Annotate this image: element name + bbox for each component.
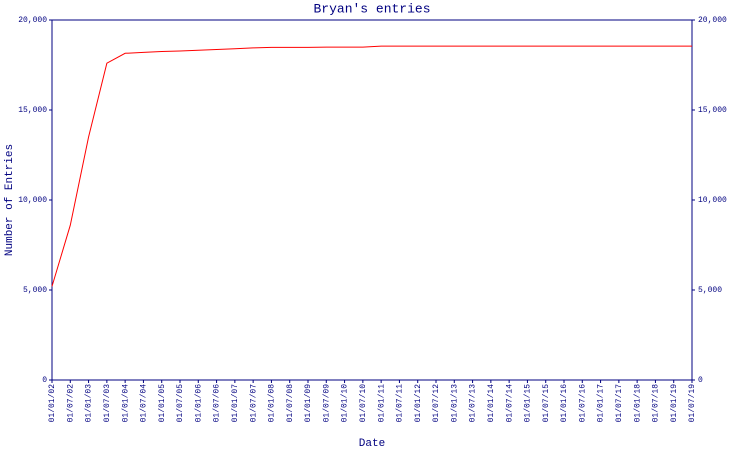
x-tick-label: 01/07/05	[176, 384, 185, 423]
y-tick-label: 20,000	[698, 16, 727, 25]
x-tick-label: 01/01/08	[268, 384, 277, 423]
data-line	[51, 45, 692, 287]
x-tick-label: 01/07/18	[652, 384, 661, 423]
x-tick-label: 01/01/19	[670, 384, 679, 423]
x-tick-label: 01/01/12	[414, 384, 423, 423]
x-tick-label: 01/07/12	[432, 384, 441, 423]
x-tick-label: 01/07/17	[615, 384, 624, 423]
x-tick-label: 01/01/14	[487, 384, 496, 423]
plot-frame	[51, 19, 693, 381]
x-tick-label: 01/07/11	[396, 384, 405, 423]
x-tick-label: 01/07/04	[140, 384, 149, 423]
x-tick-label: 01/07/10	[359, 384, 368, 423]
x-tick-label: 01/01/18	[633, 384, 642, 423]
x-tick-label: 01/07/15	[542, 384, 551, 423]
y-tick-label: 15,000	[698, 106, 727, 115]
x-tick-label: 01/01/15	[524, 384, 533, 423]
x-tick-label: 01/01/09	[304, 384, 313, 423]
x-tick-label: 01/07/03	[103, 384, 112, 423]
x-axis-label: Date	[359, 438, 385, 450]
x-tick-label: 01/07/14	[505, 384, 514, 423]
x-tick-label: 01/01/17	[597, 384, 606, 423]
x-tick-label: 01/01/07	[231, 384, 240, 423]
x-tick-label: 01/01/02	[48, 384, 57, 423]
x-tick-label: 01/07/08	[286, 384, 295, 423]
x-tick-label: 01/01/10	[341, 384, 350, 423]
x-tick-label: 01/07/13	[469, 384, 478, 423]
y-tick-label: 5,000	[23, 286, 47, 295]
y-tick-label: 10,000	[698, 196, 727, 205]
chart-title: Bryan's entries	[313, 1, 430, 16]
x-tick-label: 01/01/05	[158, 384, 167, 423]
x-tick-label: 01/01/11	[377, 384, 386, 423]
x-tick-label: 01/07/16	[578, 384, 587, 423]
y-tick-label: 15,000	[18, 106, 47, 115]
x-tick-label: 01/07/19	[688, 384, 697, 423]
x-tick-label: 01/01/04	[121, 384, 130, 423]
x-tick-label: 01/07/09	[322, 384, 331, 423]
x-tick-label: 01/07/02	[66, 384, 75, 423]
y-tick-label: 10,000	[18, 196, 47, 205]
y-tick-label: 0	[42, 376, 47, 385]
x-tick-label: 01/01/03	[85, 384, 94, 423]
y-tick-label: 0	[698, 376, 703, 385]
y-axis-label: Number of Entries	[4, 144, 16, 256]
x-tick-label: 01/01/16	[560, 384, 569, 423]
x-tick-label: 01/07/07	[249, 384, 258, 423]
y-tick-label: 20,000	[18, 16, 47, 25]
x-tick-label: 01/01/13	[450, 384, 459, 423]
x-tick-label: 01/01/06	[194, 384, 203, 423]
y-tick-label: 5,000	[698, 286, 722, 295]
x-tick-label: 01/07/06	[213, 384, 222, 423]
